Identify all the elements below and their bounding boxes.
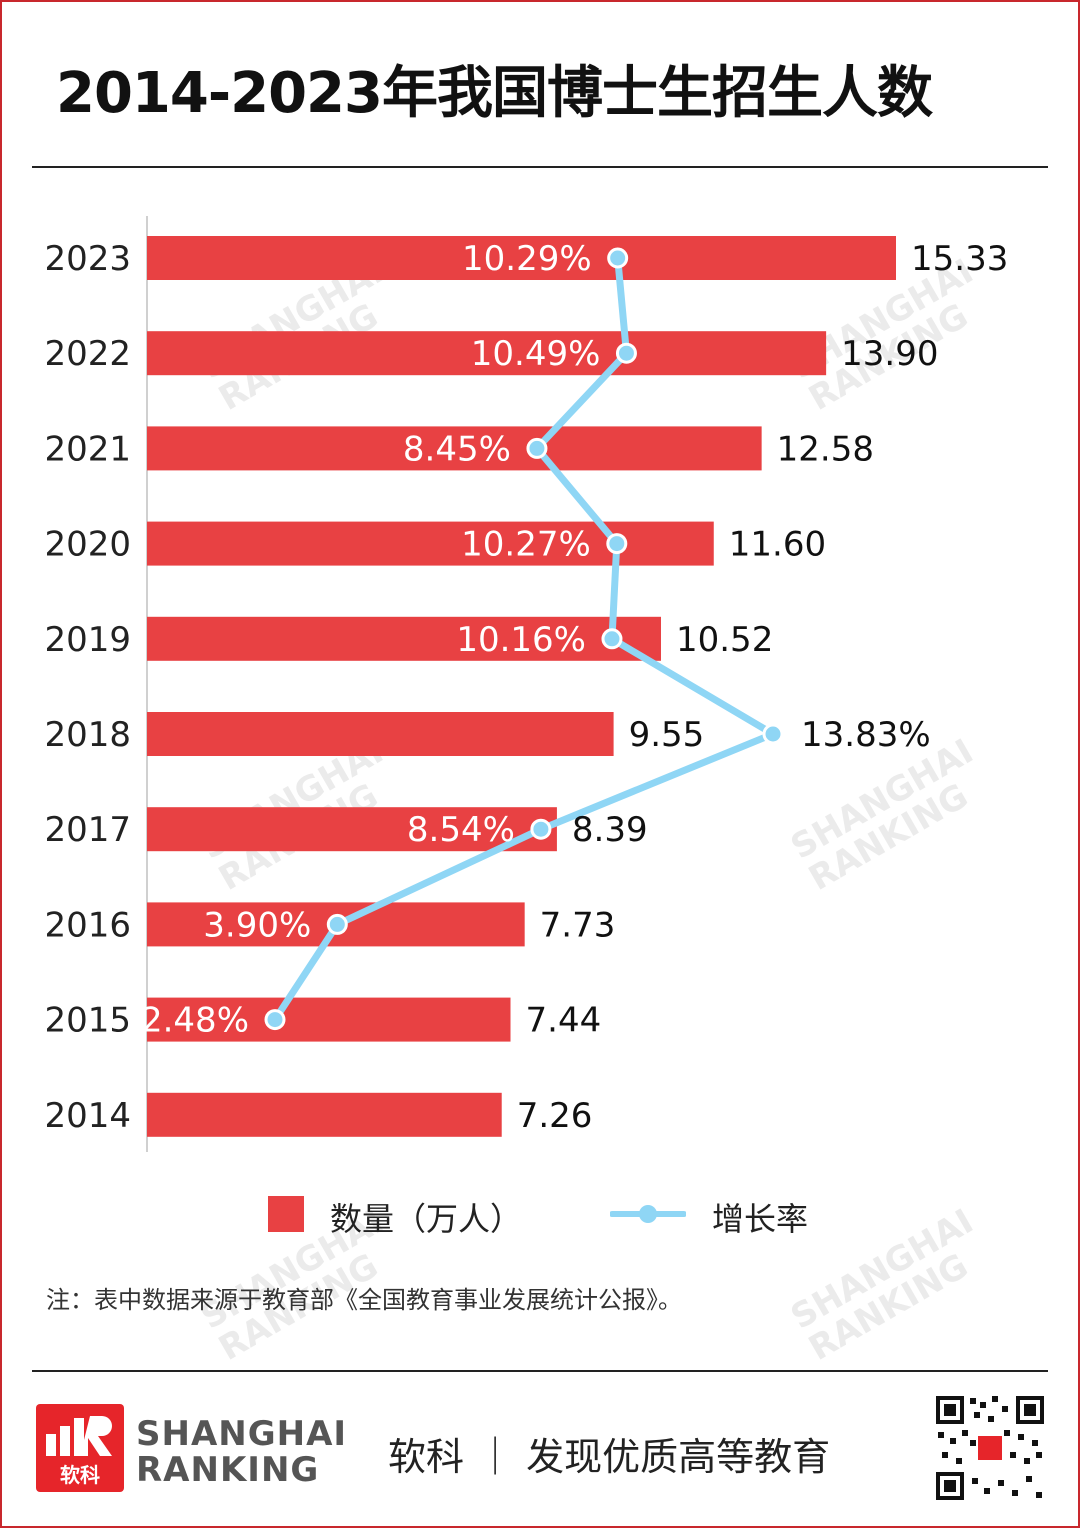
bar-value-label: 7.26 [517, 1096, 593, 1136]
svg-text:软科: 软科 [60, 1463, 100, 1487]
bottom-divider [32, 1370, 1048, 1372]
bar [147, 616, 661, 661]
top-divider [32, 166, 1048, 168]
legend-line-label: 增长率 [712, 1200, 809, 1238]
legend-line-swatch [610, 1205, 686, 1223]
footer-slogan: 软科 ｜ 发现优质高等教育 [388, 1435, 831, 1479]
growth-rate-point [326, 913, 348, 935]
bar-value-label: 15.33 [911, 239, 1008, 279]
growth-rate-point [530, 818, 552, 840]
growth-rate-label: 13.83% [801, 715, 931, 755]
y-tick-label: 2021 [44, 429, 131, 469]
bar [147, 236, 896, 280]
y-tick-label: 2014 [44, 1096, 131, 1136]
y-tick-label: 2022 [44, 334, 131, 374]
bar [147, 331, 827, 376]
y-tick-label: 2020 [44, 525, 131, 565]
bar [147, 426, 762, 471]
bar [147, 807, 557, 852]
bar-value-label: 13.90 [841, 334, 938, 374]
growth-rate-label: 10.49% [471, 334, 601, 374]
logo-icon: 软科 [46, 1416, 112, 1487]
bar-value-label: 7.44 [526, 1001, 602, 1041]
growth-rate-label: 2.48% [141, 1001, 249, 1041]
qr-code [934, 1394, 1046, 1502]
growth-rate-label: 10.27% [461, 525, 591, 565]
growth-rate-point [601, 628, 623, 650]
bar-value-label: 11.60 [729, 525, 826, 565]
growth-rate-label: 10.29% [462, 239, 592, 279]
bar [147, 521, 714, 566]
source-note: 注：表中数据来源于教育部《全国教育事业发展统计公报》。 [46, 1286, 682, 1314]
growth-rate-label: 8.45% [403, 429, 511, 469]
growth-rate-point [762, 723, 784, 745]
bar [147, 1092, 502, 1137]
y-tick-label: 2018 [44, 715, 131, 755]
growth-rate-point [264, 1009, 286, 1031]
y-tick-label: 2019 [44, 620, 131, 660]
bar [147, 997, 511, 1042]
growth-rate-point [615, 342, 637, 364]
bar-value-label: 10.52 [676, 620, 773, 660]
chart-legend: 数量（万人） 增长率 [0, 1190, 1080, 1240]
logo-text-line1: SHANGHAI [136, 1414, 348, 1454]
bar-value-label: 7.73 [540, 905, 616, 945]
chart-area: 2023 2022 2021 2020 2019 2018 2017 2016 2015 2014… [44, 216, 1008, 1152]
growth-rate-label: 8.54% [407, 810, 515, 850]
logo-text-line2: RANKING [136, 1450, 320, 1490]
legend-bar-swatch [268, 1196, 304, 1232]
y-tick-label: 2016 [44, 905, 131, 945]
growth-rate-label: 3.90% [203, 905, 311, 945]
growth-rate-point [526, 437, 548, 459]
growth-rate-point [607, 247, 629, 269]
growth-rate-label: 10.16% [456, 620, 586, 660]
bar-value-label: 12.58 [777, 429, 874, 469]
y-tick-label: 2017 [44, 810, 131, 850]
y-tick-label: 2015 [44, 1001, 131, 1041]
y-tick-label: 2023 [44, 239, 131, 279]
shanghai-ranking-logo: 软科 [36, 1404, 124, 1492]
bar-value-label: 8.39 [572, 810, 648, 850]
legend-bar-label: 数量（万人） [330, 1200, 523, 1238]
bar-value-label: 9.55 [629, 715, 705, 755]
page-title: 2014-2023年我国博士生招生人数 [56, 61, 933, 126]
bar [147, 712, 614, 756]
growth-rate-point [606, 533, 628, 555]
